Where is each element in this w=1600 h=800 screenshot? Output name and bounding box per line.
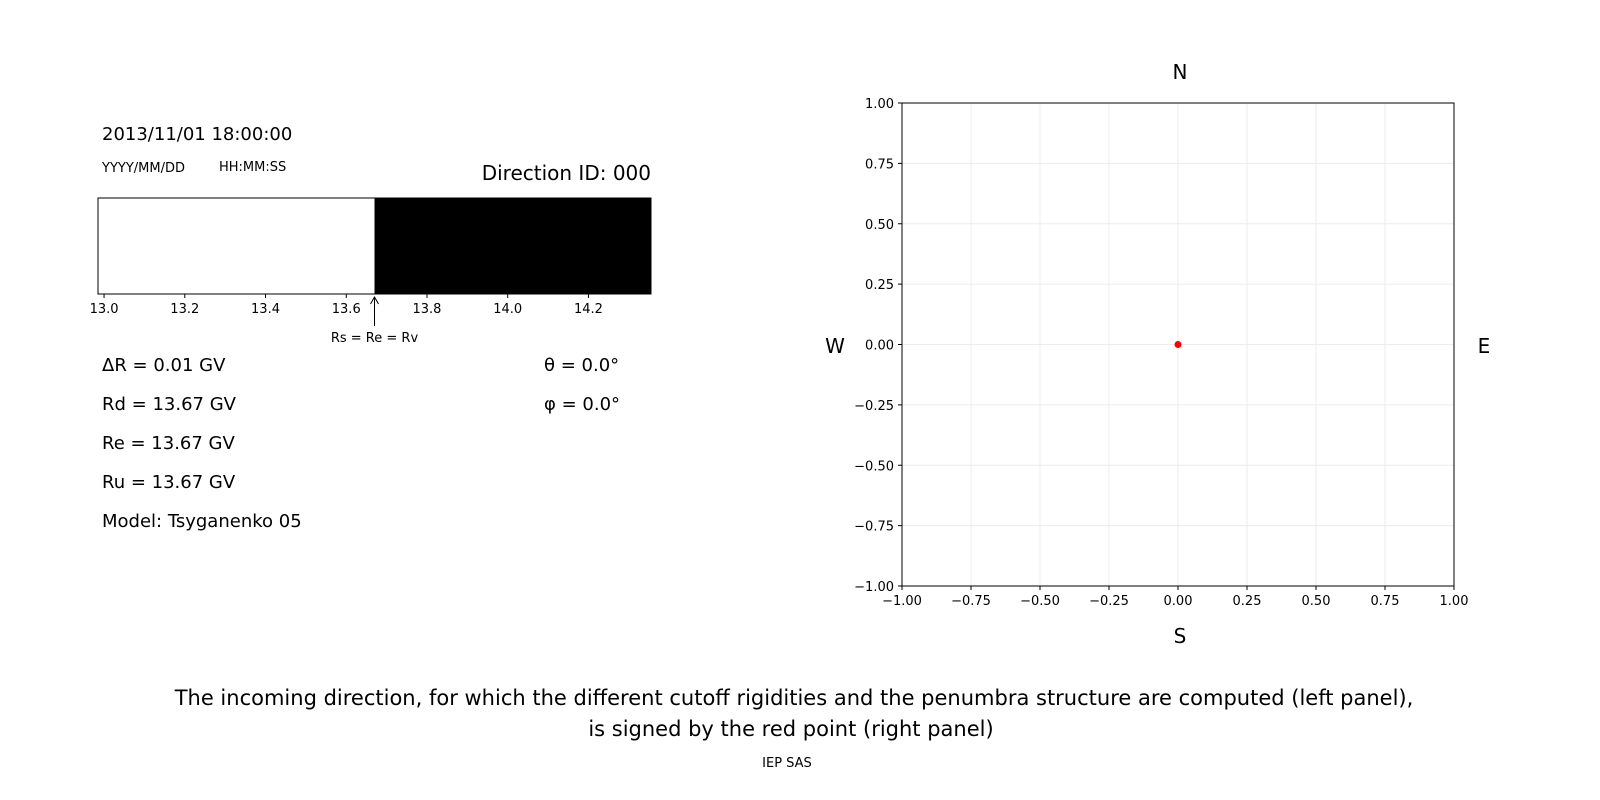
annotation-arrowhead — [370, 295, 379, 305]
label-south: S — [1174, 624, 1187, 648]
x-tick-label: 14.2 — [574, 302, 603, 317]
y-tick-label: −1.00 — [854, 580, 894, 595]
ru-value: Ru = 13.67 GV — [102, 472, 236, 493]
phi-value: φ = 0.0° — [544, 394, 621, 415]
y-tick-label: 0.50 — [865, 218, 894, 233]
x-tick-label: 1.00 — [1440, 594, 1469, 609]
x-tick-label: −1.00 — [882, 594, 922, 609]
time-format-label: HH:MM:SS — [219, 160, 287, 175]
delta-r: ΔR = 0.01 GV — [102, 355, 226, 376]
y-tick-label: −0.25 — [854, 399, 894, 414]
plot-frame — [901, 102, 1455, 587]
model-label: Model: Tsyganenko 05 — [102, 511, 302, 532]
y-tick-label: 0.00 — [865, 339, 894, 354]
y-tick-label: 0.25 — [865, 278, 894, 293]
y-tick-label: −0.50 — [854, 459, 894, 474]
x-tick-label: −0.50 — [1020, 594, 1060, 609]
annotation-label: Rs = Re = Rv — [331, 331, 419, 346]
x-tick-label: 13.6 — [332, 302, 361, 317]
x-tick-label: 0.50 — [1302, 594, 1331, 609]
data-point — [1174, 341, 1182, 348]
date-format-label: YYYY/MM/DD — [102, 161, 185, 176]
x-tick-label: 13.0 — [90, 302, 119, 317]
x-tick-label: 0.25 — [1233, 594, 1262, 609]
rd-value: Rd = 13.67 GV — [102, 394, 236, 415]
penumbra-frame — [97, 197, 652, 295]
label-north: N — [1173, 60, 1188, 84]
datetime: 2013/11/01 18:00:00 — [102, 124, 293, 145]
caption-line-2: is signed by the red point (right panel) — [588, 717, 994, 741]
x-tick-label: −0.25 — [1089, 594, 1129, 609]
x-tick-label: 14.0 — [493, 302, 522, 317]
x-tick-label: 13.8 — [412, 302, 441, 317]
x-tick-label: 13.2 — [170, 302, 199, 317]
direction-id: Direction ID: 000 — [481, 161, 651, 185]
x-tick-label: 0.75 — [1371, 594, 1400, 609]
penumbra-segment-1 — [374, 198, 651, 294]
credit: IEP SAS — [762, 756, 812, 771]
re-value: Re = 13.67 GV — [102, 433, 235, 454]
y-tick-label: 0.75 — [865, 157, 894, 172]
theta-value: θ = 0.0° — [544, 355, 620, 376]
label-east: E — [1478, 334, 1491, 358]
penumbra-segment-0 — [98, 198, 375, 294]
x-tick-label: −0.75 — [951, 594, 991, 609]
x-tick-label: 13.4 — [251, 302, 280, 317]
y-tick-label: 1.00 — [865, 97, 894, 112]
label-west: W — [825, 334, 845, 358]
y-tick-label: −0.75 — [854, 520, 894, 535]
x-tick-label: 0.00 — [1164, 594, 1193, 609]
caption-line-1: The incoming direction, for which the di… — [174, 686, 1414, 710]
